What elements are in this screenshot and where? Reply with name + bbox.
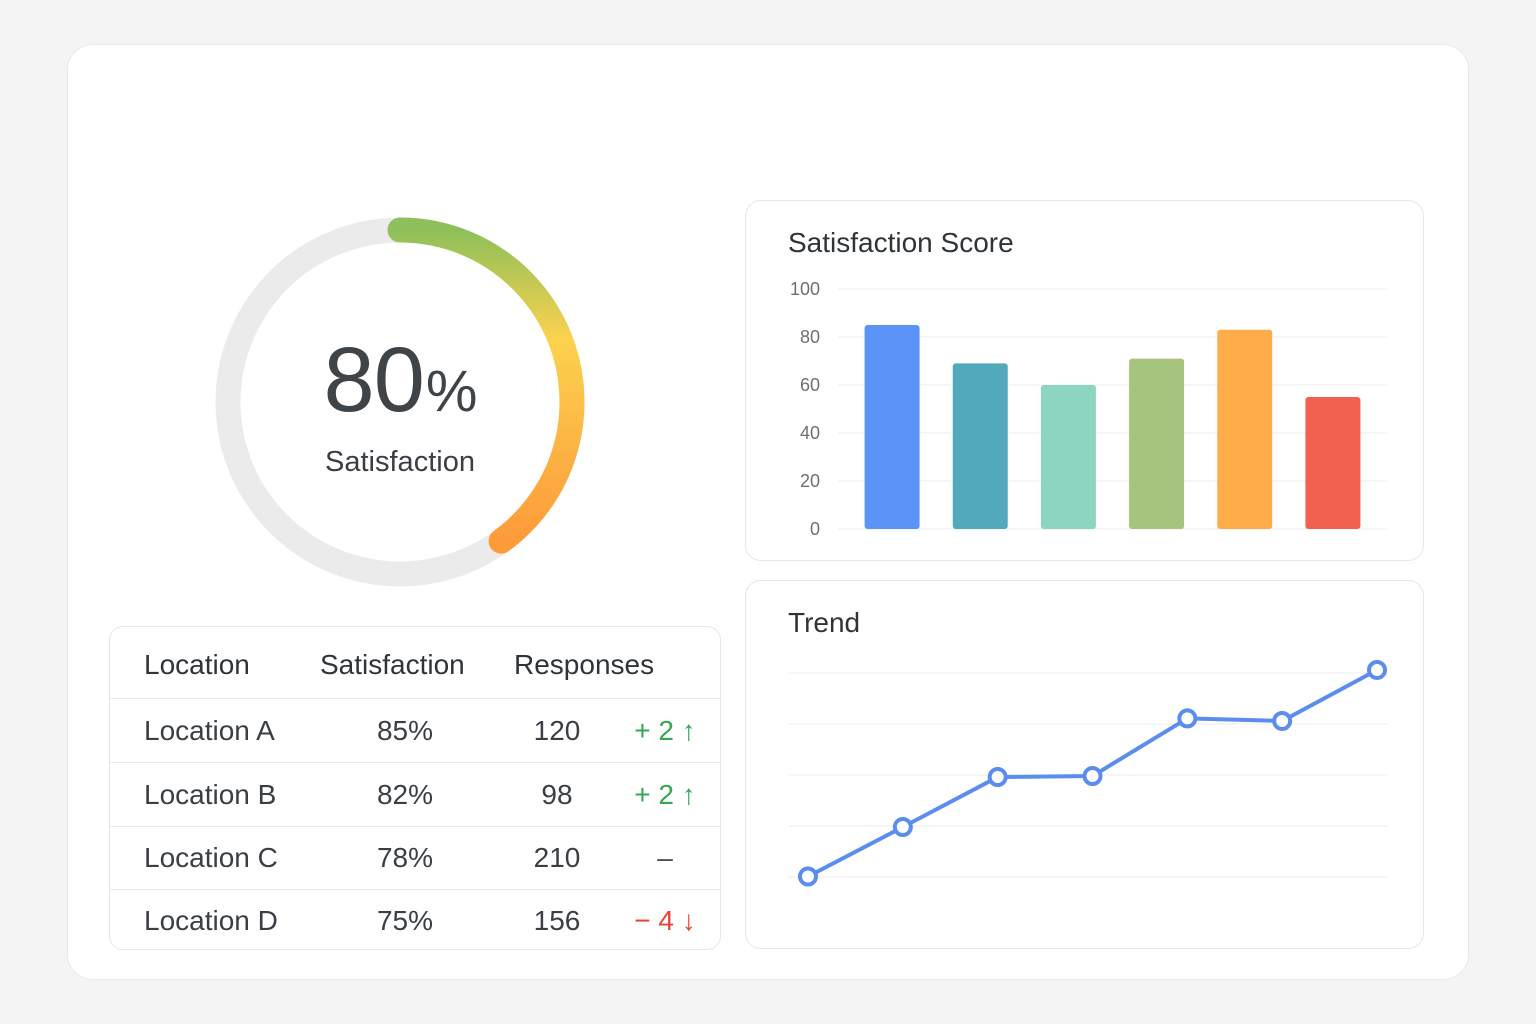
bar[interactable] [1040,385,1096,529]
gauge-label: Satisfaction [325,446,475,478]
header-satisfaction[interactable]: Satisfaction [320,649,465,680]
table-row[interactable]: Location C 78% 210 – [110,826,720,890]
cell-change: + 2 ↑ [634,779,696,810]
bar[interactable] [952,363,1008,529]
y-tick-label: 20 [800,471,820,491]
cell-location: Location A [144,715,275,746]
y-tick-label: 60 [800,375,820,395]
cell-satisfaction: 82% [376,779,434,810]
bar[interactable] [1305,397,1361,529]
bar[interactable] [1129,358,1185,529]
gauge-unit: % [425,359,478,424]
satisfaction-score-panel: Satisfaction Score 0 20 40 60 80 100 [745,200,1424,561]
trend-point[interactable] [1177,708,1198,729]
table-row[interactable]: Location B 82% 98 + 2 ↑ [110,763,720,827]
trend-point[interactable] [1082,766,1103,787]
bar-chart-title: Satisfaction Score [788,227,1014,258]
cell-location: Location B [144,779,277,810]
header-responses[interactable]: Responses [514,649,655,680]
table-row[interactable]: Location D 75% 156 − 4 ↓ [110,889,720,949]
cell-responses: 98 [541,779,573,810]
cell-responses: 210 [533,842,581,873]
trend-point[interactable] [892,817,913,838]
gauge-ring [215,217,585,587]
location-table: Location Satisfaction Responses Location… [109,626,721,950]
trend-point[interactable] [798,866,818,887]
cell-satisfaction: 85% [376,715,434,746]
cell-change: – [657,842,673,873]
gauge-progress-arc [387,217,585,554]
y-tick-label: 0 [810,519,820,539]
gauge-number: 80 [323,329,425,431]
table-row[interactable]: Location A 85% 120 + 2 ↑ [110,699,720,763]
bar[interactable] [1217,329,1273,529]
trend-point[interactable] [1272,710,1293,731]
cell-change: + 2 ↑ [634,715,696,746]
trend-point[interactable] [1367,659,1387,680]
table-header: Location Satisfaction Responses [110,627,720,699]
y-tick-label: 80 [800,327,820,347]
cell-location: Location D [144,905,278,936]
bar[interactable] [864,325,920,529]
trend-panel: Trend [745,580,1424,949]
y-tick-label: 100 [790,279,820,299]
cell-satisfaction: 78% [376,842,434,873]
trend-point[interactable] [987,767,1008,788]
cell-responses: 156 [533,905,581,936]
cell-satisfaction: 75% [376,905,434,936]
cell-location: Location C [144,842,278,873]
header-location[interactable]: Location [144,649,250,680]
trend-chart-title: Trend [788,607,861,638]
cell-change: − 4 ↓ [634,905,696,936]
trend-chart [788,659,1387,887]
satisfaction-gauge: 80% Satisfaction [204,206,596,598]
cell-responses: 120 [533,715,581,746]
bar-chart: 0 20 40 60 80 100 [790,279,1387,539]
gauge-value: 80% [204,334,596,426]
y-tick-label: 40 [800,423,820,443]
